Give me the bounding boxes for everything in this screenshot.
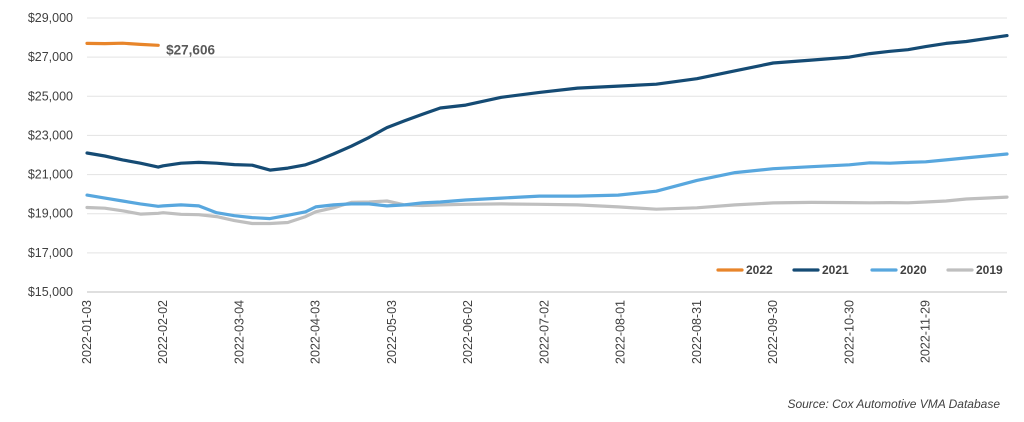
x-tick-label: 2022-01-03 xyxy=(80,300,94,364)
x-tick-label: 2022-10-30 xyxy=(842,300,856,364)
series-line-2022 xyxy=(85,41,160,47)
x-tick-label: 2022-08-31 xyxy=(690,300,704,364)
legend: 2022 2021 2020 2019 xyxy=(716,263,1003,277)
x-tick-label: 2022-06-02 xyxy=(461,300,475,364)
y-tick-label: $17,000 xyxy=(28,246,73,260)
x-tick-label: 2022-09-30 xyxy=(766,300,780,364)
chart: $29,000 $27,000 $25,000 $23,000 $21,000 $19,0… xyxy=(28,11,1009,364)
x-tick-label: 2022-03-04 xyxy=(232,300,246,364)
series-lines xyxy=(85,33,1009,226)
y-tick-label: $23,000 xyxy=(28,128,73,142)
last-value-annotation: $27,606 xyxy=(166,42,215,57)
y-tick-label: $15,000 xyxy=(28,285,73,299)
y-tick-label: $29,000 xyxy=(28,11,73,25)
y-tick-label: $21,000 xyxy=(28,168,73,182)
x-axis: 2022-01-03 2022-02-02 2022-03-04 2022-04-03… xyxy=(80,300,933,364)
legend-label-2021: 2021 xyxy=(822,263,849,277)
x-tick-label: 2022-07-02 xyxy=(537,300,551,364)
x-tick-label: 2022-08-01 xyxy=(614,300,628,364)
y-tick-label: $25,000 xyxy=(28,89,73,103)
legend-label-2019: 2019 xyxy=(976,263,1003,277)
y-axis: $29,000 $27,000 $25,000 $23,000 $21,000 $19,0… xyxy=(28,11,73,299)
series-line-2019 xyxy=(85,195,1009,226)
gridlines xyxy=(87,17,1007,293)
series-line-2020 xyxy=(85,152,1009,221)
x-tick-label: 2022-04-03 xyxy=(309,300,323,364)
series-line-2021 xyxy=(85,33,1009,172)
y-tick-label: $27,000 xyxy=(28,50,73,64)
source-note: Source: Cox Automotive VMA Database xyxy=(787,397,1000,411)
legend-label-2022: 2022 xyxy=(746,263,773,277)
x-tick-label: 2022-02-02 xyxy=(156,300,170,364)
x-tick-label: 2022-11-29 xyxy=(919,300,933,363)
legend-label-2020: 2020 xyxy=(900,263,927,277)
x-tick-label: 2022-05-03 xyxy=(385,300,399,364)
y-tick-label: $19,000 xyxy=(28,207,73,221)
